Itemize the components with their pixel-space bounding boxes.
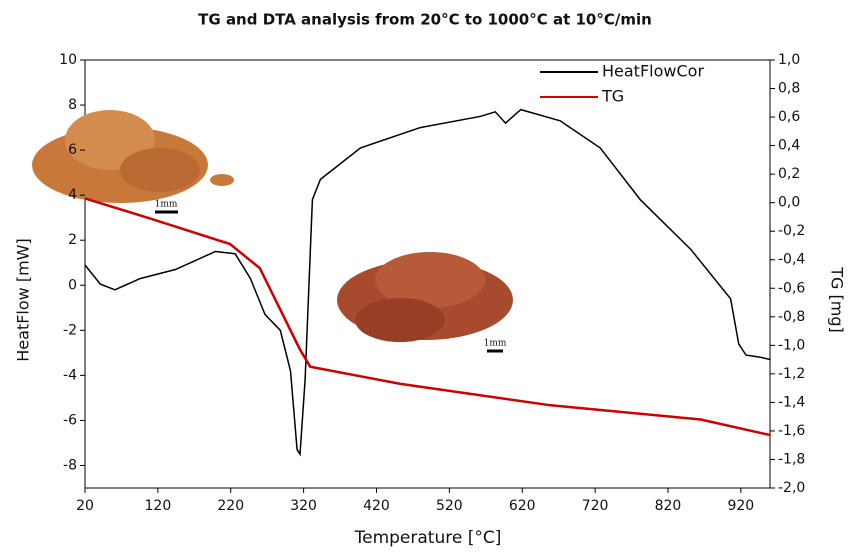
legend-label: HeatFlowCor bbox=[602, 62, 704, 81]
scale-label: 1mm bbox=[484, 339, 507, 349]
y-tick-label: -4 bbox=[63, 367, 77, 383]
x-tick-label: 320 bbox=[290, 498, 317, 514]
y2-tick-label: 0,8 bbox=[778, 81, 800, 97]
y2-tick-label: 0,6 bbox=[778, 109, 800, 125]
y2-tick-label: 0,4 bbox=[778, 138, 800, 154]
y-tick-label: 4 bbox=[68, 187, 77, 203]
y2-tick-label: -0,6 bbox=[778, 280, 805, 296]
series-line bbox=[84, 108, 771, 457]
y2-tick-label: -0,2 bbox=[778, 223, 805, 239]
legend-label: TG bbox=[601, 87, 624, 106]
y2-axis-label: TG [mg] bbox=[828, 266, 847, 332]
y2-tick-label: 0,2 bbox=[778, 166, 800, 182]
y-tick-label: 0 bbox=[68, 277, 77, 293]
x-tick-label: 920 bbox=[727, 498, 754, 514]
y-tick-label: -8 bbox=[63, 457, 77, 473]
x-tick-label: 420 bbox=[363, 498, 390, 514]
x-tick-label: 120 bbox=[145, 498, 172, 514]
y-tick-label: 8 bbox=[68, 97, 77, 113]
y-tick-label: 10 bbox=[59, 52, 77, 68]
x-tick-label: 820 bbox=[655, 498, 682, 514]
x-tick-label: 220 bbox=[217, 498, 244, 514]
y2-tick-label: 0,0 bbox=[778, 195, 800, 211]
series-line bbox=[84, 197, 771, 437]
x-tick-label: 620 bbox=[509, 498, 536, 514]
x-tick-label: 720 bbox=[582, 498, 609, 514]
y-axis-label: HeatFlow [mW] bbox=[14, 238, 33, 361]
chart-title: TG and DTA analysis from 20°C to 1000°C … bbox=[198, 11, 652, 29]
x-tick-label: 520 bbox=[436, 498, 463, 514]
y2-tick-label: -0,4 bbox=[778, 252, 805, 268]
y2-tick-label: -1,2 bbox=[778, 366, 805, 382]
powder-image-red bbox=[337, 252, 513, 353]
x-axis-label: Temperature [°C] bbox=[354, 528, 502, 548]
powder-image-orange bbox=[32, 110, 234, 214]
y2-tick-label: -1,0 bbox=[778, 337, 805, 353]
x-tick-label: 20 bbox=[76, 498, 94, 514]
y2-tick-label: -2,0 bbox=[778, 480, 805, 496]
y2-tick-label: -0,8 bbox=[778, 309, 805, 325]
y2-tick-label: 1,0 bbox=[778, 52, 800, 68]
y-tick-label: -6 bbox=[63, 412, 77, 428]
y2-tick-label: -1,4 bbox=[778, 394, 805, 410]
y-tick-label: -2 bbox=[63, 322, 77, 338]
y-tick-label: 6 bbox=[68, 142, 77, 158]
y-tick-label: 2 bbox=[68, 232, 77, 248]
plot-frame bbox=[84, 59, 771, 489]
y2-tick-label: -1,6 bbox=[778, 423, 805, 439]
y2-tick-label: -1,8 bbox=[778, 451, 805, 467]
scale-label: 1mm bbox=[155, 200, 178, 210]
